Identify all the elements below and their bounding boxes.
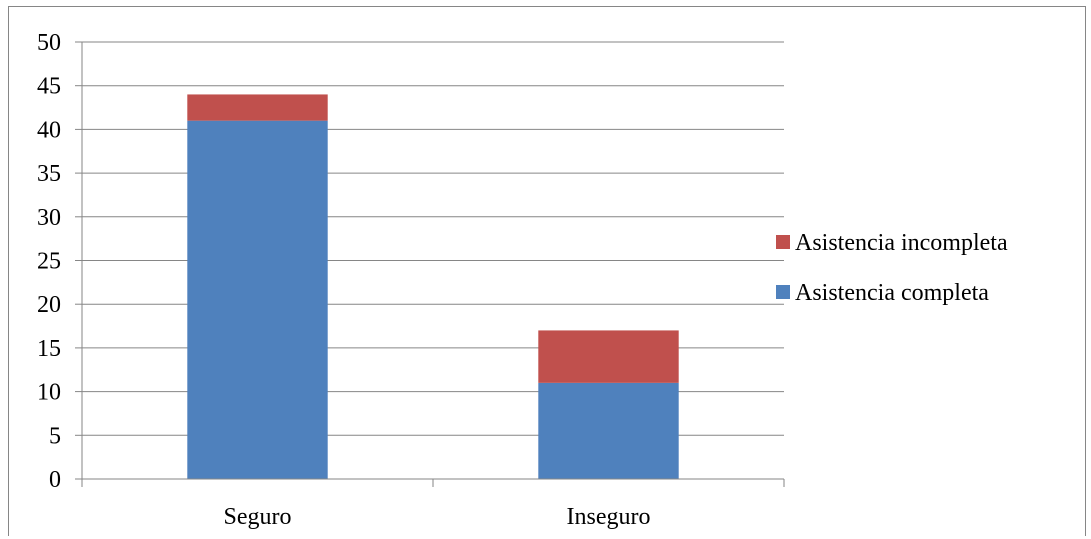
bar-asistencia-incompleta-seguro <box>187 94 328 121</box>
y-tick-label: 35 <box>37 161 61 187</box>
bar-asistencia-completa-seguro <box>187 120 328 479</box>
y-tick-label: 45 <box>37 74 61 100</box>
y-tick-label: 50 <box>37 30 61 56</box>
y-tick-label: 10 <box>37 380 61 406</box>
x-category-labels: Seguro Inseguro <box>224 504 651 530</box>
y-tick-label: 40 <box>37 117 61 143</box>
bars <box>187 94 679 479</box>
x-category-label: Seguro <box>224 504 292 530</box>
y-tick-label: 15 <box>37 336 61 362</box>
y-tick-label: 25 <box>37 249 61 275</box>
bar-asistencia-completa-inseguro <box>538 382 679 479</box>
legend-label: Asistencia completa <box>795 280 989 306</box>
y-tick-label: 0 <box>49 467 61 493</box>
y-tick-label: 30 <box>37 205 61 231</box>
legend-swatch <box>776 285 790 299</box>
y-tick-labels: 0 5 10 15 20 25 30 35 40 45 50 <box>37 30 61 493</box>
bar-asistencia-incompleta-inseguro <box>538 330 679 383</box>
legend: Asistencia incompleta Asistencia completa <box>776 230 1008 306</box>
axes <box>75 41 785 487</box>
legend-swatch <box>776 235 790 249</box>
y-tick-label: 20 <box>37 292 61 318</box>
x-category-label: Inseguro <box>567 504 651 530</box>
y-tick-label: 5 <box>49 423 61 449</box>
legend-label: Asistencia incompleta <box>795 230 1008 256</box>
